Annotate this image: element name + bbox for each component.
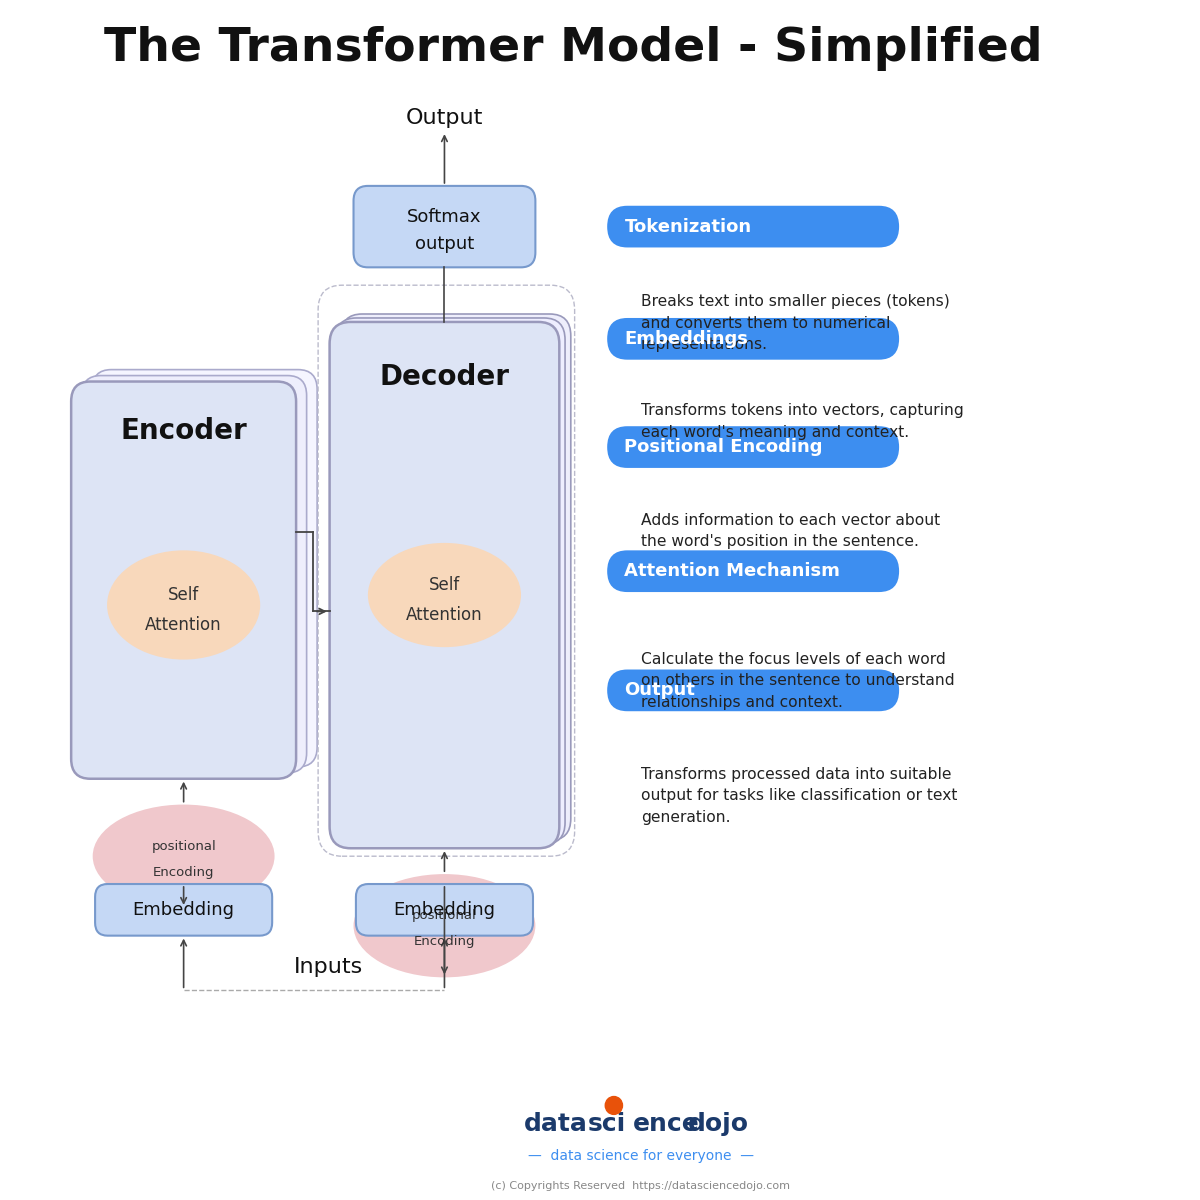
Text: (c) Copyrights Reserved  https://datasciencedojo.com: (c) Copyrights Reserved https://datascie… xyxy=(491,1181,790,1190)
Text: Self: Self xyxy=(428,576,460,594)
Ellipse shape xyxy=(354,874,535,977)
Text: positional: positional xyxy=(412,910,476,923)
Text: Calculate the focus levels of each word
on others in the sentence to understand
: Calculate the focus levels of each word … xyxy=(641,652,954,710)
FancyBboxPatch shape xyxy=(607,318,899,360)
FancyBboxPatch shape xyxy=(95,884,272,936)
Text: Decoder: Decoder xyxy=(379,362,510,390)
FancyBboxPatch shape xyxy=(354,186,535,268)
Text: Embedding: Embedding xyxy=(394,901,496,919)
Text: Breaks text into smaller pieces (tokens)
and converts them to numerical
represen: Breaks text into smaller pieces (tokens)… xyxy=(641,294,949,353)
Text: Output: Output xyxy=(406,108,484,128)
Text: ence: ence xyxy=(632,1112,700,1136)
Text: Softmax: Softmax xyxy=(407,208,481,226)
FancyBboxPatch shape xyxy=(607,426,899,468)
FancyBboxPatch shape xyxy=(335,318,565,845)
FancyBboxPatch shape xyxy=(92,370,317,767)
FancyBboxPatch shape xyxy=(341,314,571,840)
FancyBboxPatch shape xyxy=(607,205,899,247)
Text: —  data science for everyone  —: — data science for everyone — xyxy=(528,1150,754,1163)
Text: Embedding: Embedding xyxy=(133,901,235,919)
FancyBboxPatch shape xyxy=(330,322,559,848)
FancyBboxPatch shape xyxy=(607,551,899,592)
Ellipse shape xyxy=(368,542,521,647)
Text: Transforms processed data into suitable
output for tasks like classification or : Transforms processed data into suitable … xyxy=(641,767,958,826)
Circle shape xyxy=(605,1097,623,1115)
Text: output: output xyxy=(415,235,474,253)
FancyBboxPatch shape xyxy=(82,376,307,773)
FancyBboxPatch shape xyxy=(71,382,296,779)
Text: Inputs: Inputs xyxy=(294,958,364,978)
Text: Positional Encoding: Positional Encoding xyxy=(624,438,823,456)
Text: Attention: Attention xyxy=(145,616,222,634)
Ellipse shape xyxy=(92,804,275,908)
FancyBboxPatch shape xyxy=(356,884,533,936)
Text: Attention Mechanism: Attention Mechanism xyxy=(624,563,840,581)
Text: Encoder: Encoder xyxy=(120,418,247,445)
Text: Embeddings: Embeddings xyxy=(624,330,749,348)
Text: Adds information to each vector about
the word's position in the sentence.: Adds information to each vector about th… xyxy=(641,512,940,550)
Text: Encoding: Encoding xyxy=(152,865,215,878)
Text: sci: sci xyxy=(588,1112,626,1136)
Text: Transforms tokens into vectors, capturing
each word's meaning and context.: Transforms tokens into vectors, capturin… xyxy=(641,403,964,440)
Ellipse shape xyxy=(107,551,260,660)
Text: Attention: Attention xyxy=(406,606,482,624)
Text: The Transformer Model - Simplified: The Transformer Model - Simplified xyxy=(104,26,1043,71)
Text: Encoding: Encoding xyxy=(414,935,475,948)
Text: dojo: dojo xyxy=(688,1112,749,1136)
Text: data: data xyxy=(524,1112,588,1136)
Text: Self: Self xyxy=(168,586,199,604)
Text: Tokenization: Tokenization xyxy=(624,217,751,235)
FancyBboxPatch shape xyxy=(607,670,899,712)
Text: Output: Output xyxy=(624,682,695,700)
Text: positional: positional xyxy=(151,840,216,853)
